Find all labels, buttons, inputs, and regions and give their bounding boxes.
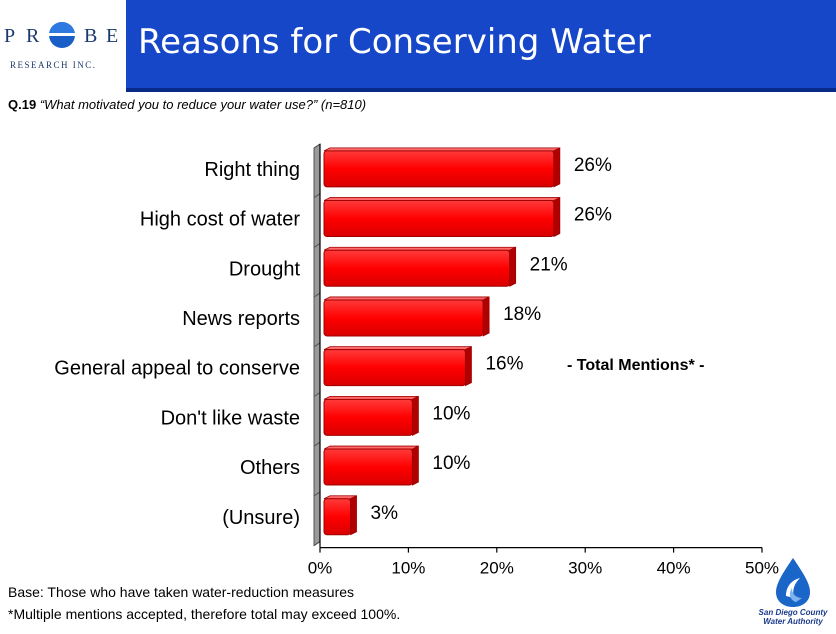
bar-6 (323, 398, 413, 436)
category-labels: Right thing High cost of water Drought News… (54, 159, 300, 529)
value-label: 26% (574, 155, 612, 176)
bar-1 (323, 150, 555, 188)
wall-tick (313, 342, 321, 348)
sdcwa-line2: Water Authority (763, 617, 823, 626)
logo-letter-e: E (106, 25, 118, 47)
bar-side-face (350, 495, 357, 536)
question-number: Q.19 (8, 97, 37, 112)
value-label: 16% (485, 354, 523, 375)
wall-tick (313, 491, 321, 497)
chart-wall (313, 143, 321, 547)
bar-side-face (465, 346, 472, 387)
probe-research-logo: P R B E RESEARCH INC. (0, 0, 126, 92)
category-label: General appeal to conserve (54, 358, 300, 380)
wall-tick (313, 292, 321, 298)
sdcwa-name: San Diego County Water Authority (752, 608, 834, 626)
category-label: Others (240, 457, 300, 479)
bar-side-face (412, 395, 419, 436)
page-title: Reasons for Conserving Water (138, 22, 651, 62)
base-footnote: Base: Those who have taken water-reducti… (8, 584, 355, 600)
logo-letter-p: P (4, 25, 15, 47)
value-label: 10% (432, 453, 470, 474)
logo-letter-r: R (26, 25, 40, 47)
wall-tick (313, 441, 321, 447)
bar-side-face (482, 296, 490, 337)
question-text: “What motivated you to reduce your water… (39, 97, 318, 112)
bar-8 (323, 498, 352, 536)
sdcwa-line1: San Diego County (758, 608, 828, 617)
multiple-mentions-footnote: *Multiple mentions accepted, therefore t… (8, 606, 401, 622)
bar-2 (323, 200, 555, 238)
sdcwa-logo: San Diego County Water Authority (752, 556, 834, 632)
x-tick-label: 50% (745, 559, 779, 578)
category-label: Drought (229, 258, 301, 280)
bar-side-face (412, 445, 419, 486)
bar-side-face (553, 147, 561, 188)
category-label: News reports (182, 308, 300, 330)
probe-logo-wordmark: P R B E (4, 22, 118, 48)
total-mentions-note: - Total Mentions* - (567, 357, 705, 374)
category-label: Right thing (204, 159, 300, 181)
wall-tick (313, 392, 321, 397)
x-tick-label: 40% (657, 559, 691, 578)
logo-subtitle: RESEARCH INC. (10, 60, 97, 70)
wall-tick (313, 242, 321, 248)
category-label: High cost of water (140, 209, 300, 231)
logo-globe-icon (46, 22, 78, 48)
bar-5 (323, 349, 466, 387)
x-tick-label: 0% (308, 559, 333, 578)
wall-tick (313, 541, 321, 547)
bar-chart: Right thing High cost of water Drought News… (54, 143, 779, 578)
category-label: Don't like waste (161, 407, 300, 429)
value-label: 10% (432, 403, 470, 424)
value-label: 18% (503, 304, 541, 325)
x-tick-label: 30% (568, 559, 602, 578)
bar-side-face (553, 196, 561, 238)
wall-tick (313, 143, 321, 149)
slide-header: P R B E RESEARCH INC. Reasons for Conser… (0, 0, 836, 92)
x-tick-label: 10% (391, 559, 425, 578)
x-tick-label: 20% (480, 559, 514, 578)
value-label: 26% (574, 205, 612, 226)
value-label: 21% (530, 254, 568, 275)
question-sample: (n=810) (320, 97, 367, 112)
water-drop-icon (776, 558, 810, 607)
bar-4 (323, 299, 484, 337)
category-label: (Unsure) (222, 507, 300, 529)
bar-3 (323, 249, 511, 287)
wall-tick (313, 193, 321, 199)
title-bar: Reasons for Conserving Water (126, 0, 836, 92)
question-line: Q.19 “What motivated you to reduce your … (8, 97, 366, 112)
bar-7 (323, 448, 413, 486)
bar-side-face (509, 246, 517, 287)
value-label: 3% (371, 503, 399, 524)
x-axis: 0% 10% 20% 30% 40% 50% (308, 144, 779, 578)
logo-letter-b: B (84, 25, 97, 47)
chart-bars (323, 147, 561, 536)
value-labels: 26% 26% 21% 18% 16% 10% 10% 3% (371, 155, 612, 524)
